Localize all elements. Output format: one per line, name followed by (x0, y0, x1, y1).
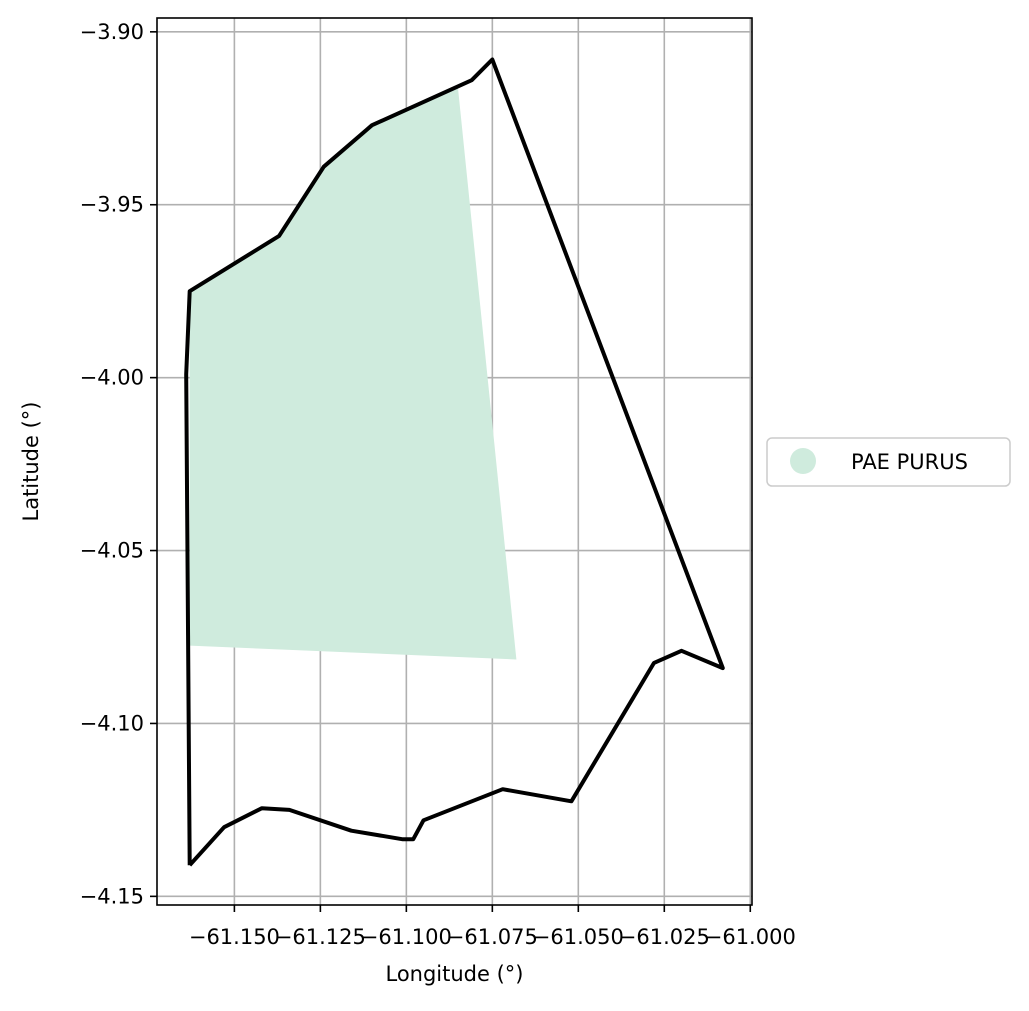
x-tick-label: −61.025 (619, 925, 710, 949)
legend-label: PAE PURUS (851, 450, 968, 474)
legend: PAE PURUS (767, 438, 1010, 486)
y-tick-label: −4.10 (80, 711, 144, 735)
x-tick-label: −61.050 (533, 925, 624, 949)
y-axis-ticks: −3.90 −3.95 −4.00 −4.05 −4.10 −4.15 (80, 20, 157, 909)
x-tick-label: −61.000 (705, 925, 796, 949)
y-tick-label: −3.90 (80, 20, 144, 44)
x-tick-label: −61.100 (361, 925, 452, 949)
legend-marker (790, 448, 816, 474)
y-tick-label: −4.05 (80, 539, 144, 563)
x-tick-label: −61.150 (189, 925, 280, 949)
x-axis-title: Longitude (°) (385, 962, 523, 986)
x-tick-label: −61.125 (275, 925, 366, 949)
y-tick-label: −3.95 (80, 193, 144, 217)
y-tick-label: −4.15 (80, 884, 144, 908)
y-axis-title: Latitude (°) (19, 402, 43, 522)
x-axis-ticks: −61.150−61.125−61.100−61.075−61.050−61.0… (189, 905, 796, 949)
area-fill-layer (190, 87, 517, 659)
area-fill-polygon (190, 87, 517, 659)
y-tick-label: −4.00 (80, 366, 144, 390)
x-tick-label: −61.075 (447, 925, 538, 949)
